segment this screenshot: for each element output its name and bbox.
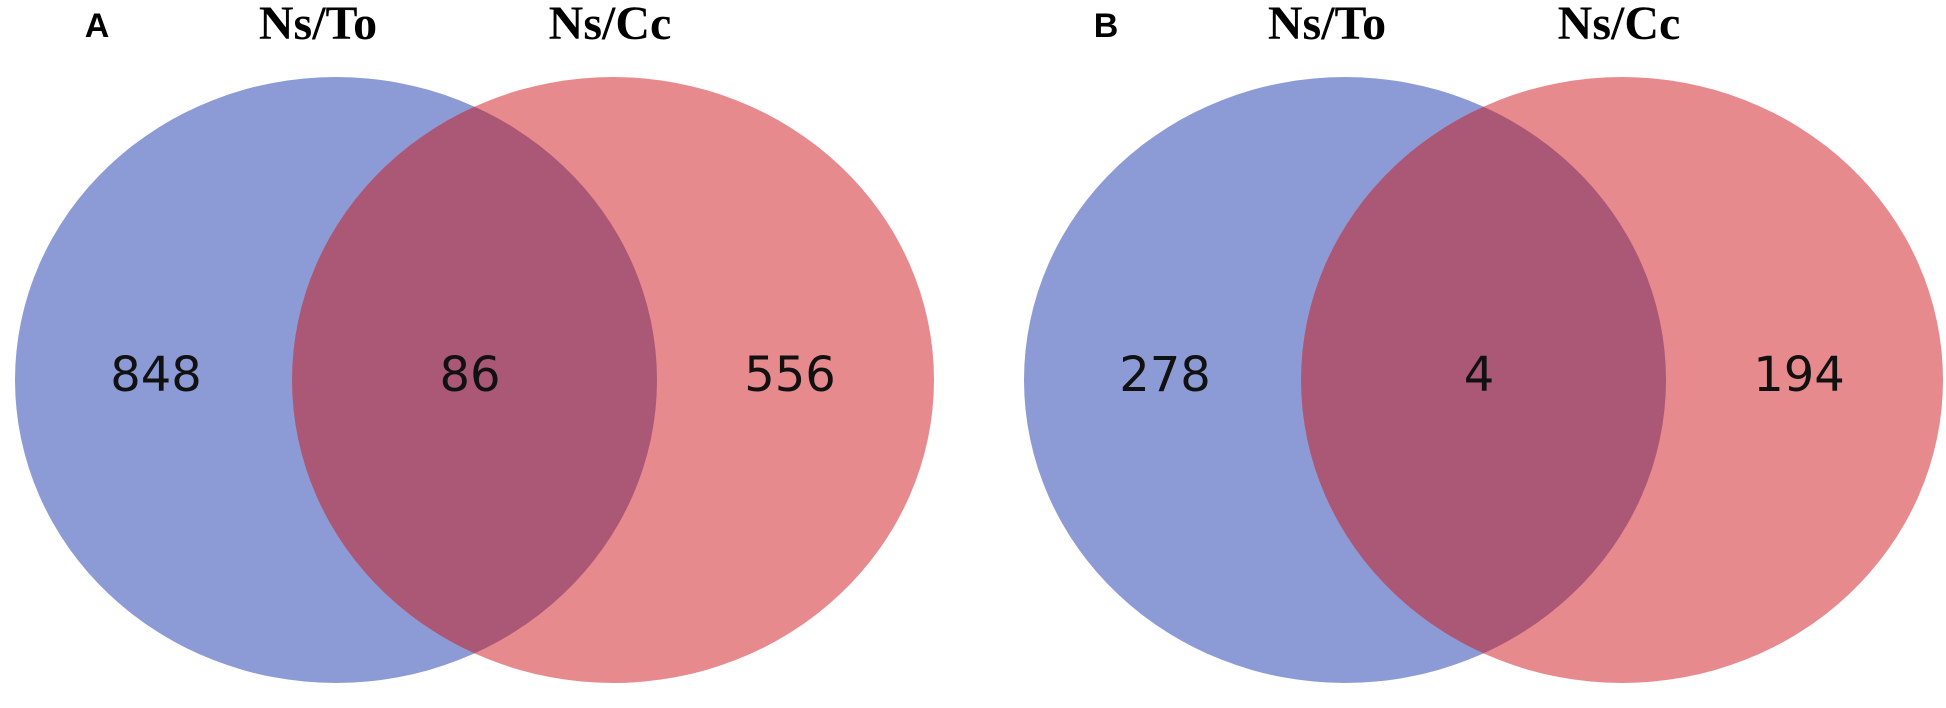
region-count: 556 bbox=[744, 347, 836, 403]
set-name: Ns/To bbox=[1268, 0, 1386, 50]
panel-label: A bbox=[85, 7, 110, 45]
region-count: 848 bbox=[110, 347, 202, 403]
overlap bbox=[292, 77, 657, 683]
region-count: 278 bbox=[1119, 347, 1211, 403]
set-name: Ns/Cc bbox=[549, 0, 672, 50]
set-name: Ns/Cc bbox=[1558, 0, 1681, 50]
set-name: Ns/To bbox=[259, 0, 377, 50]
venn-panel: A Ns/To Ns/Cc 848 86 556 bbox=[15, 0, 934, 683]
panel-label: B bbox=[1094, 7, 1119, 45]
venn-panel: B Ns/To Ns/Cc 278 4 194 bbox=[1024, 0, 1943, 683]
region-count: 86 bbox=[439, 347, 500, 403]
region-count: 4 bbox=[1464, 347, 1495, 403]
overlap bbox=[1301, 77, 1666, 683]
region-count: 194 bbox=[1753, 347, 1845, 403]
